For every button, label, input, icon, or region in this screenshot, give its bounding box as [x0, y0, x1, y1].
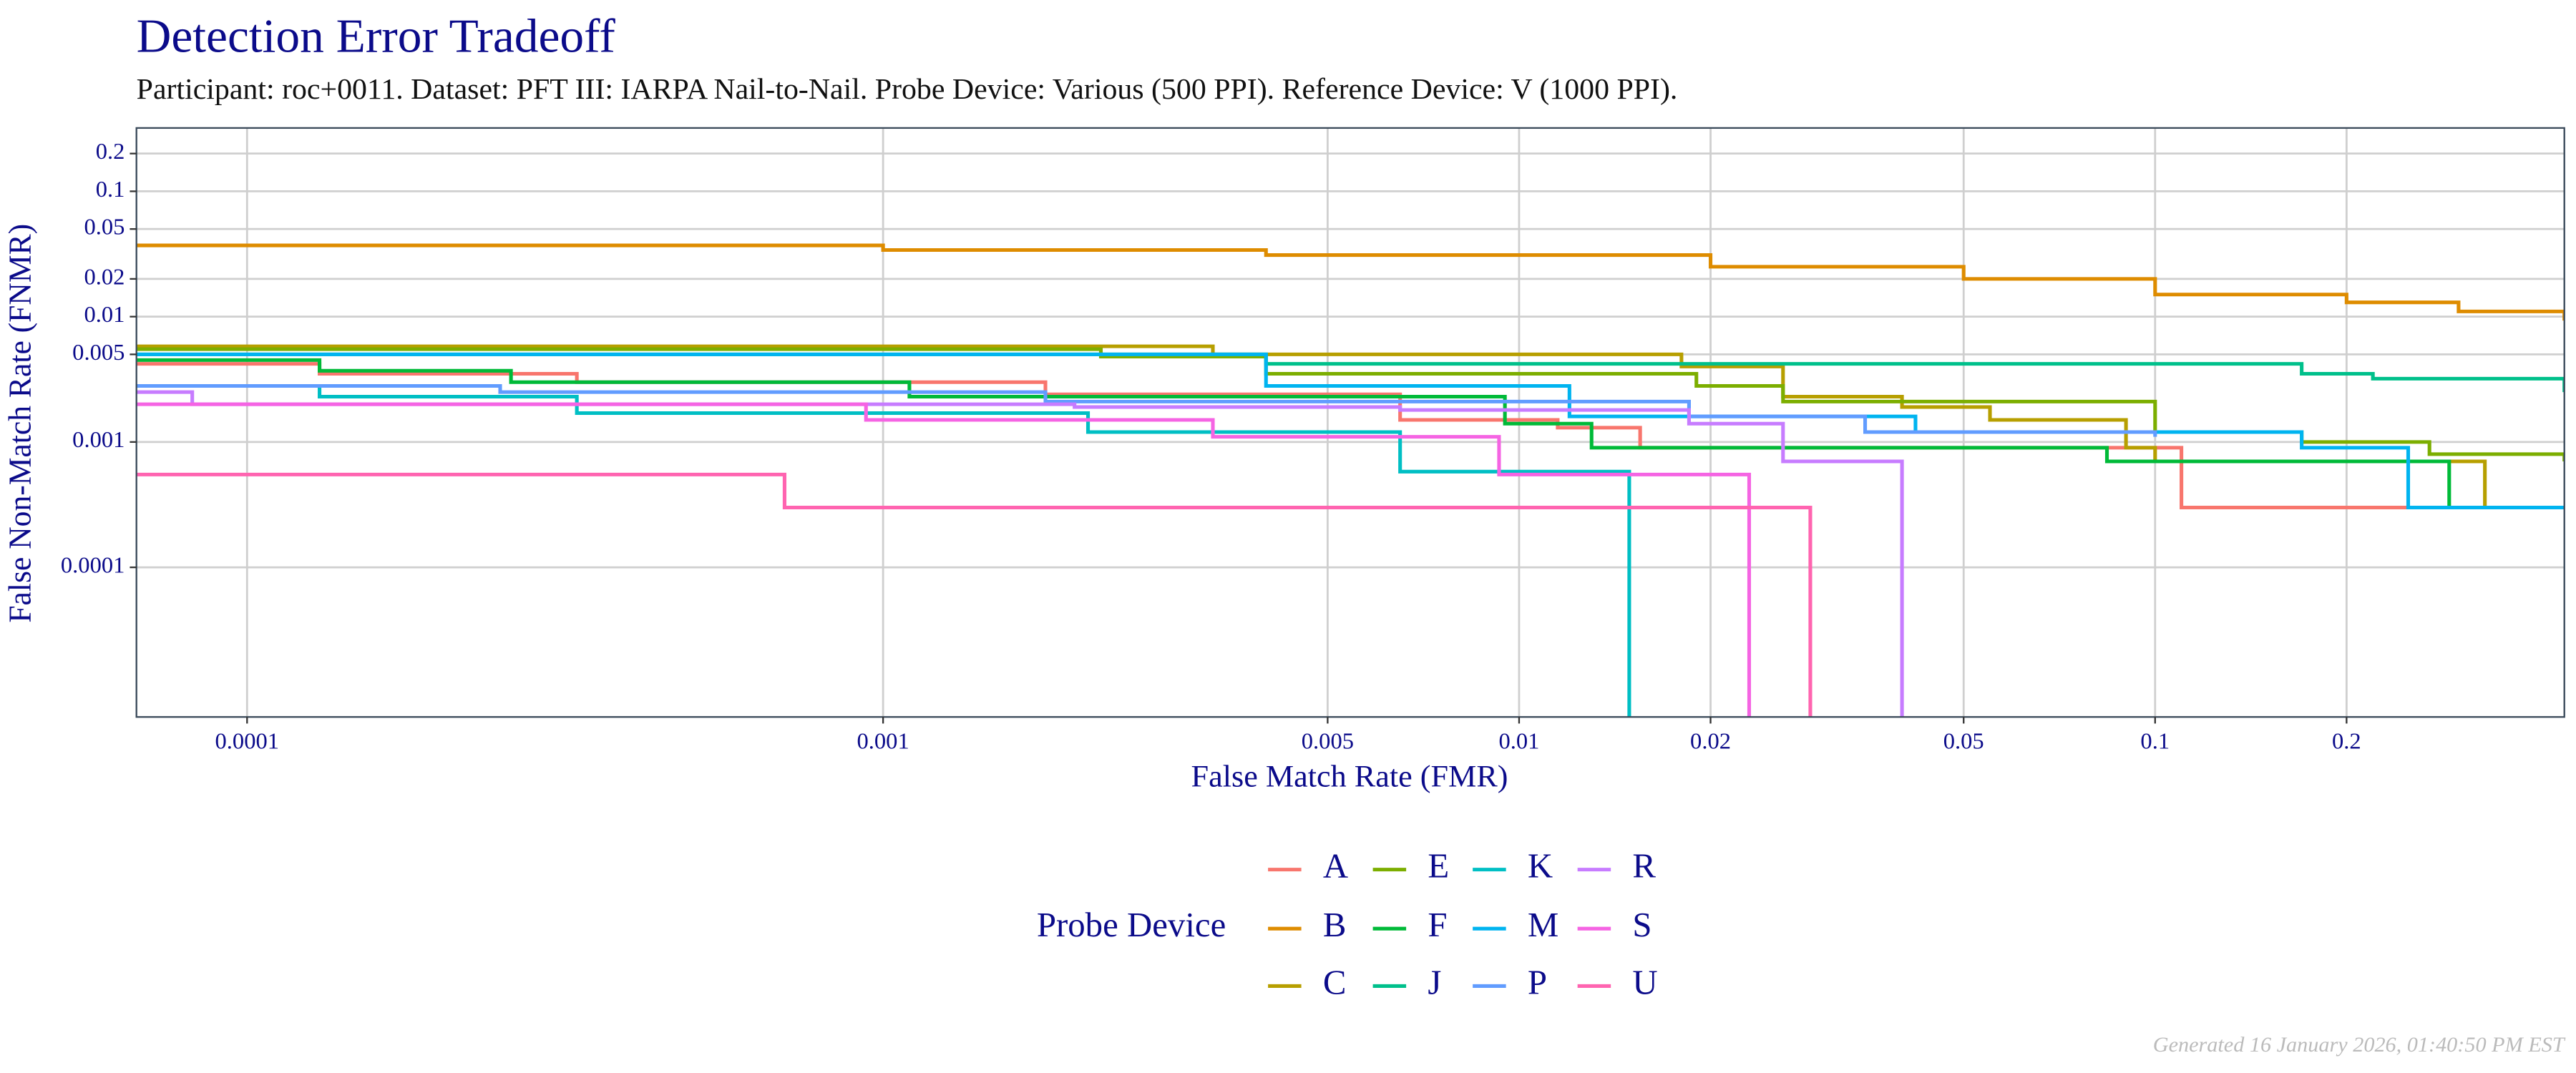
x-tick-label: 0.001: [857, 728, 909, 754]
x-tick-label: 0.005: [1302, 728, 1354, 754]
y-tick-label: 0.2: [96, 138, 125, 164]
x-tick-label: 0.01: [1498, 728, 1539, 754]
legend-label: A: [1323, 848, 1348, 886]
det-curve: [136, 383, 1631, 717]
legend-title: Probe Device: [1037, 907, 1226, 945]
y-tick-label: 0.0001: [61, 552, 125, 578]
plot-border: [135, 127, 2565, 718]
x-tick-label: 0.1: [2140, 728, 2170, 754]
y-tick-label: 0.001: [72, 426, 125, 452]
x-axis-label: False Match Rate (FMR): [1191, 760, 1508, 794]
legend-label: B: [1323, 907, 1347, 945]
legend-label: C: [1323, 964, 1347, 1002]
det-curve: [136, 383, 2157, 437]
y-tick-label: 0.01: [84, 301, 125, 327]
series-lines: [136, 243, 2565, 717]
det-curve: [136, 352, 2565, 510]
legend-label: P: [1528, 964, 1547, 1002]
footer: Generated 16 January 2026, 01:40:50 PM E…: [2153, 1033, 2566, 1057]
legend-label: F: [1428, 907, 1447, 945]
y-tick-label: 0.1: [96, 176, 125, 202]
legend-label: K: [1528, 848, 1553, 886]
det-curve: [136, 347, 2565, 462]
y-tick-label: 0.005: [72, 339, 125, 365]
legend-label: M: [1528, 907, 1558, 945]
det-curve: [136, 243, 2565, 321]
x-tick-label: 0.2: [2332, 728, 2361, 754]
legend-label: R: [1632, 848, 1656, 886]
det-curve: [136, 402, 1752, 717]
legend: ABC EFJ KMP RSU: [1268, 848, 1658, 1001]
x-tick-label: 0.02: [1690, 728, 1731, 754]
y-tick-label: 0.02: [84, 263, 125, 289]
plot-area: [136, 127, 2565, 717]
y-axis-label: False Non-Match Rate (FNMR): [3, 224, 37, 623]
chart-subtitle: Participant: roc+0011. Dataset: PFT III:…: [137, 72, 1678, 106]
legend-label: J: [1428, 964, 1441, 1002]
det-curve: [136, 472, 1813, 717]
legend-label: S: [1632, 907, 1652, 945]
legend-label: U: [1632, 964, 1657, 1002]
x-tick-label: 0.0001: [215, 728, 280, 754]
y-tick-label: 0.05: [84, 214, 125, 240]
legend-label: E: [1428, 848, 1449, 886]
x-tick-label: 0.05: [1943, 728, 1984, 754]
chart-title: Detection Error Tradeoff: [137, 10, 616, 62]
